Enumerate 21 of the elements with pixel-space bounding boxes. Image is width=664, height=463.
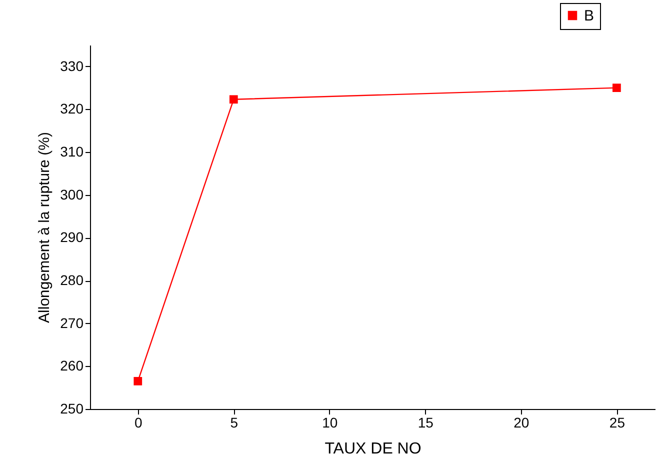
x-tick-label: 10 (322, 414, 338, 430)
y-tick-label: 330 (60, 58, 84, 74)
y-tick-label: 250 (60, 400, 84, 416)
point (134, 376, 142, 386)
x-tick-label: 0 (134, 414, 142, 430)
y-tick-label: 290 (60, 229, 84, 246)
x-axis-title: TAUX DE NO (324, 440, 422, 458)
y-tick-label: 320 (60, 100, 84, 117)
y-tick-label: 310 (60, 144, 84, 160)
y-tick-label: 280 (60, 272, 84, 288)
point (612, 84, 621, 92)
point (229, 95, 238, 104)
y-tick-label: 300 (60, 186, 84, 202)
x-tick-label: 15 (418, 414, 434, 430)
legend-label: B (584, 8, 594, 24)
x-tick-label: 25 (609, 414, 626, 430)
y-tick-label: 260 (60, 358, 84, 374)
y-tick-label: 270 (60, 314, 84, 331)
x-tick-label: 20 (514, 414, 530, 430)
y-axis-title: Allongement à la rupture (%) (36, 132, 54, 323)
x-tick-label: 5 (230, 414, 238, 430)
